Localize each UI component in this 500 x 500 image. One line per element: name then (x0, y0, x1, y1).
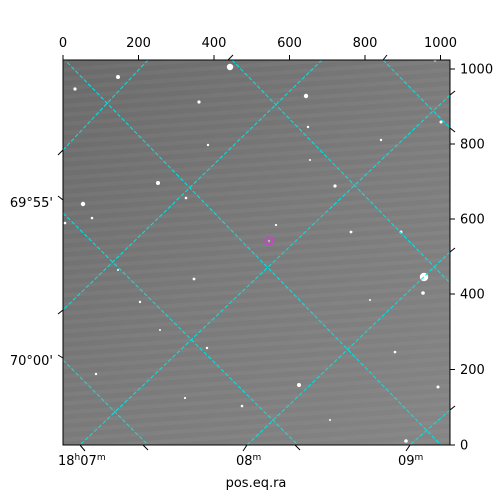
wcs-tick (57, 354, 64, 359)
right-tick-label: 400 (460, 288, 485, 303)
star (184, 196, 188, 200)
star (240, 404, 244, 408)
star (116, 75, 120, 79)
star (303, 93, 309, 99)
star (369, 299, 371, 301)
top-tick-label: 0 (59, 36, 67, 51)
grid-line (63, 359, 149, 445)
ra-tick-label: 08m (236, 453, 261, 469)
star (138, 300, 142, 304)
wcs-tick (449, 247, 456, 253)
star (274, 223, 278, 227)
star (309, 159, 311, 161)
ra-tick-label: 18h07m (58, 453, 106, 469)
dec-tick-label: 70°00' (10, 354, 53, 369)
star (94, 372, 98, 376)
wcs-tick (449, 90, 456, 96)
star (159, 329, 161, 331)
star (421, 291, 425, 295)
grid-line (63, 212, 299, 445)
wcs-tick (57, 149, 64, 156)
right-tick-label: 600 (460, 213, 485, 228)
star (73, 87, 77, 91)
star (306, 125, 310, 129)
star (333, 184, 337, 188)
right-tick-label: 0 (460, 439, 468, 454)
target-marker-center (267, 239, 271, 243)
star (63, 221, 67, 225)
star (349, 230, 353, 234)
x-axis-title: pos.eq.ra (226, 476, 287, 491)
wcs-tick (405, 444, 411, 452)
right-tick-label: 1000 (460, 63, 493, 78)
grid-line (64, 60, 442, 445)
wcs-tick (57, 309, 64, 315)
star (393, 350, 397, 354)
wcs-tick (382, 54, 388, 61)
wcs-tick (449, 405, 456, 411)
coordinate-grid (63, 60, 450, 445)
right-tick-label: 800 (460, 138, 485, 153)
star (226, 63, 234, 71)
star (379, 138, 383, 142)
grid-line (231, 60, 450, 284)
star (192, 277, 196, 281)
sky-image (63, 60, 450, 445)
right-axis: 0 200 400 600 800 1000 (450, 63, 493, 454)
star (183, 396, 187, 400)
star (436, 385, 440, 389)
top-tick-label: 800 (353, 36, 378, 51)
ra-axis-labels: 18h07m 08m 09m (58, 453, 423, 469)
dec-tick-label: 69°55' (10, 196, 53, 211)
grid-line (382, 60, 450, 129)
star (205, 346, 209, 350)
star (156, 181, 160, 185)
star (197, 100, 201, 104)
top-tick-label: 1000 (424, 36, 457, 51)
grid-line (63, 60, 149, 151)
wcs-tick (449, 127, 456, 133)
top-tick-label: 400 (202, 36, 227, 51)
wcs-tick (142, 444, 149, 451)
ra-tick-label: 09m (398, 453, 423, 469)
top-tick-label: 200 (126, 36, 151, 51)
top-tick-label: 600 (277, 36, 302, 51)
plot-frame (62, 59, 451, 446)
star (329, 419, 331, 421)
star-field (63, 60, 443, 443)
star (206, 143, 210, 147)
grid-line (79, 94, 450, 445)
top-axis: 0 200 400 600 800 1000 (59, 36, 457, 60)
wcs-ticks (57, 54, 456, 452)
star (404, 439, 408, 443)
grid-line (409, 409, 450, 445)
right-tick-label: 200 (460, 363, 485, 378)
star (90, 216, 94, 220)
wcs-tick (227, 54, 234, 61)
star (439, 120, 443, 124)
wcs-tick (79, 444, 86, 452)
wcs-tick (242, 444, 248, 452)
star (297, 383, 301, 387)
target-marker (264, 236, 274, 246)
wcs-tick (57, 195, 64, 201)
grid-line (246, 251, 450, 445)
star (117, 269, 119, 271)
star (80, 201, 86, 207)
wcs-tick (294, 444, 301, 451)
